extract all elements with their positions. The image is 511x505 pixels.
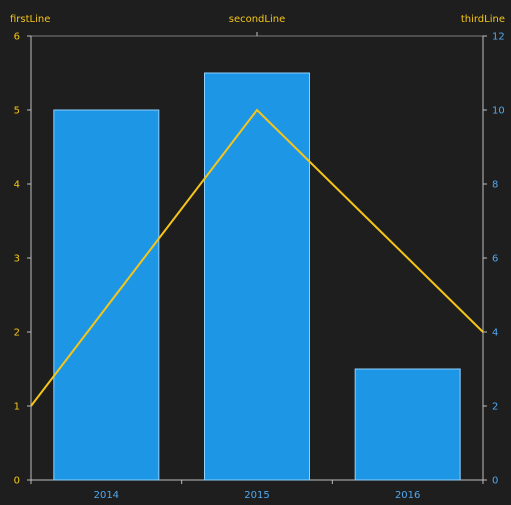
bars — [53, 72, 461, 481]
right-tick-label-3: 6 — [492, 254, 498, 265]
top-label-0: firstLine — [10, 14, 50, 25]
left-tick-label-6: 6 — [14, 32, 20, 43]
left-tick-label-3: 3 — [14, 254, 20, 265]
left-tick-label-2: 2 — [14, 328, 20, 339]
top-label-1: secondLine — [229, 14, 286, 25]
bar-2015 — [204, 72, 310, 481]
x-axis-ticks: 2014 2015 2016 — [30, 480, 484, 501]
right-axis-ticks: 0 2 4 6 8 10 12 — [483, 32, 505, 487]
x-tick-label-2015: 2015 — [244, 490, 269, 501]
left-tick-label-1: 1 — [14, 402, 20, 413]
line-series — [30, 108, 484, 407]
line-layer — [30, 108, 484, 407]
top-labels: firstLine secondLine thirdLine — [10, 14, 505, 25]
left-tick-label-0: 0 — [14, 476, 20, 487]
right-tick-label-0: 0 — [492, 476, 498, 487]
top-label-2: thirdLine — [461, 14, 505, 25]
right-tick-label-5: 10 — [492, 106, 505, 117]
x-tick-label-2014: 2014 — [94, 490, 119, 501]
right-tick-label-2: 4 — [492, 328, 498, 339]
right-tick-label-4: 8 — [492, 180, 498, 191]
bar-2014 — [53, 109, 160, 481]
right-tick-label-6: 12 — [492, 32, 505, 43]
x-tick-label-2016: 2016 — [395, 490, 420, 501]
bar-2016 — [354, 368, 461, 481]
left-tick-label-4: 4 — [14, 180, 20, 191]
left-tick-label-5: 5 — [14, 106, 20, 117]
right-tick-label-1: 2 — [492, 402, 498, 413]
left-axis-ticks: 0 1 2 3 4 5 6 — [14, 32, 31, 487]
